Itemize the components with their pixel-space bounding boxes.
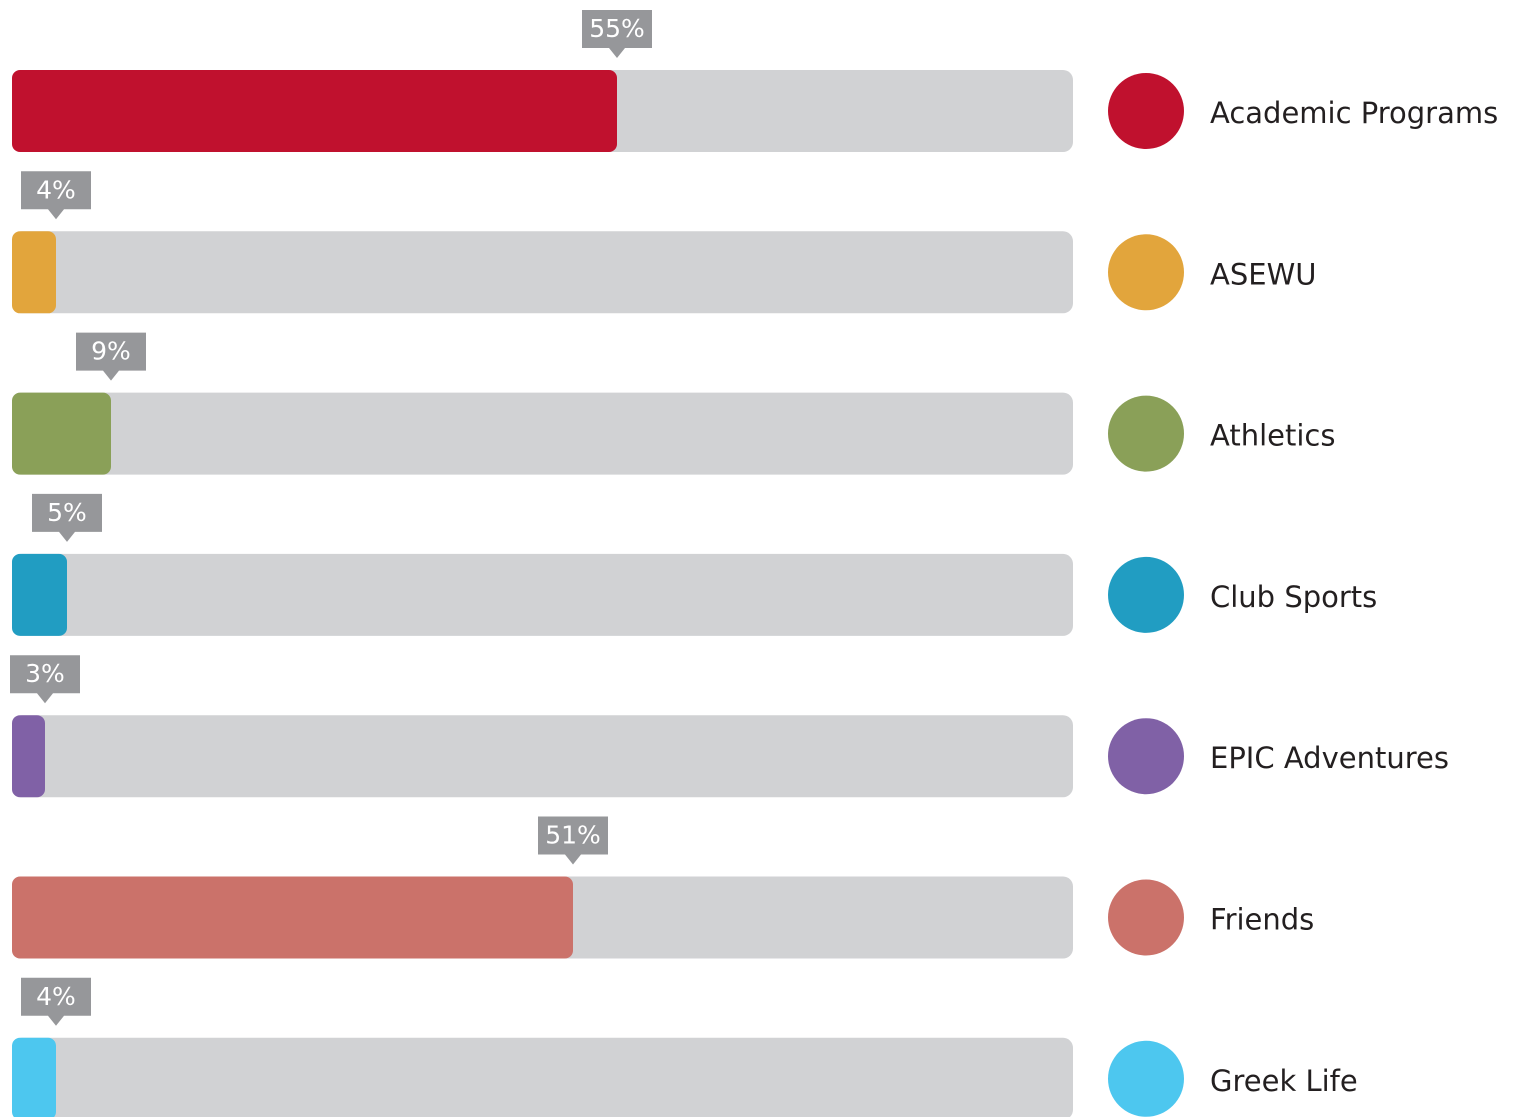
legend-swatch (1108, 234, 1184, 311)
value-label: 55% (589, 14, 645, 43)
value-callout (538, 816, 608, 865)
bar-track (12, 715, 1073, 798)
legend-swatch (1108, 879, 1184, 956)
bar-track (12, 231, 1073, 314)
bar (12, 231, 56, 314)
legend-swatch (1108, 718, 1184, 795)
value-callout (21, 977, 91, 1026)
bar (12, 70, 617, 152)
legend-swatch (1108, 73, 1184, 149)
legend-label: Friends (1210, 903, 1314, 937)
legend-swatch (1108, 395, 1184, 472)
value-label: 3% (25, 659, 65, 688)
bar-track (12, 392, 1073, 475)
value-callout (21, 171, 91, 220)
bar (12, 715, 45, 798)
legend-label: Academic Programs (1210, 96, 1498, 130)
bar (12, 876, 573, 959)
legend-label: ASEWU (1210, 257, 1316, 291)
value-callout (32, 493, 102, 542)
legend-swatch (1108, 556, 1184, 633)
value-label: 51% (545, 821, 601, 850)
value-label: 5% (47, 498, 87, 527)
legend-label: Athletics (1210, 419, 1335, 453)
bar-track (12, 553, 1073, 636)
bar (12, 553, 67, 636)
legend-label: Club Sports (1210, 580, 1377, 614)
bar (12, 392, 111, 475)
bar (12, 1037, 56, 1117)
legend-label: EPIC Adventures (1210, 741, 1449, 775)
legend-label: Greek Life (1210, 1064, 1358, 1098)
value-label: 4% (36, 175, 76, 204)
value-callout (582, 10, 652, 58)
value-label: 4% (36, 982, 76, 1011)
legend-swatch (1108, 1040, 1184, 1117)
bar-track (12, 1037, 1073, 1117)
value-label: 9% (91, 337, 131, 366)
value-callout (10, 655, 80, 704)
value-callout (76, 332, 146, 381)
